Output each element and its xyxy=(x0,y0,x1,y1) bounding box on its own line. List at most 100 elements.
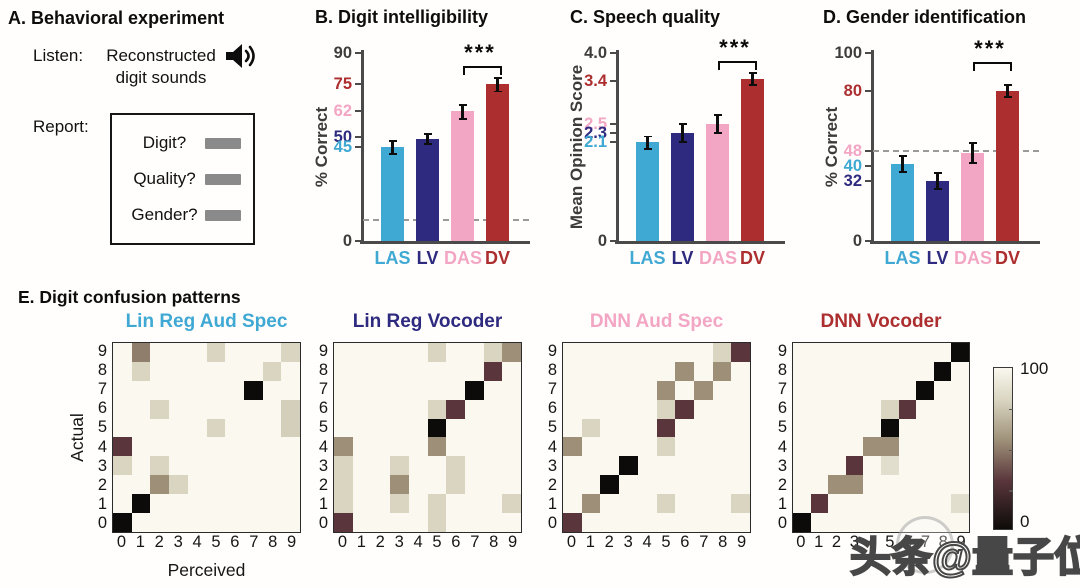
cell-a2-p4 xyxy=(638,475,657,494)
cell-a7-p3 xyxy=(846,381,864,400)
cell-a1-p5 xyxy=(656,494,676,514)
panel-c-title: C. Speech quality xyxy=(570,7,721,27)
y-tick-mark xyxy=(865,52,872,54)
row-tick-3: 3 xyxy=(97,456,107,475)
cell-a3-p5 xyxy=(657,456,676,475)
cell-a0-p1 xyxy=(811,513,829,532)
cell-a5-p6 xyxy=(225,419,244,438)
cell-a5-p5 xyxy=(427,418,447,438)
y-tick-mark xyxy=(355,52,362,54)
cell-a3-p4 xyxy=(638,456,657,475)
cell-a4-p6 xyxy=(446,437,465,456)
cell-a2-p5 xyxy=(428,475,447,494)
row-tick-0: 0 xyxy=(318,513,328,532)
cell-a9-p2 xyxy=(150,343,169,362)
x-category-label-DV: DV xyxy=(994,248,1020,268)
significance-bracket xyxy=(717,61,757,71)
cell-a6-p2 xyxy=(828,400,846,419)
cell-a4-p1 xyxy=(582,437,601,456)
cell-a3-p9 xyxy=(731,456,750,475)
row-tick-7: 7 xyxy=(547,380,557,399)
cell-a1-p7 xyxy=(465,494,484,513)
col-tick-4: 4 xyxy=(192,533,202,551)
cell-a6-p5 xyxy=(656,399,676,419)
cell-a1-p4 xyxy=(409,494,428,513)
error-cap-top xyxy=(1003,83,1012,86)
cell-a8-p8 xyxy=(933,361,952,381)
error-cap-bottom xyxy=(643,147,652,150)
y-tick-label: 48 xyxy=(843,141,862,160)
speech-quality-chart: 4.0 3.4 2.5 2.3 2.1 0 Mean Opinion Score LAS LV D… xyxy=(563,28,813,283)
cell-a7-p3 xyxy=(619,381,638,400)
cell-a7-p0 xyxy=(113,381,132,400)
cell-a8-p1 xyxy=(353,362,372,381)
cell-a0-p1 xyxy=(132,513,151,532)
response-blank-bar xyxy=(205,137,241,149)
cell-a9-p1 xyxy=(582,343,601,362)
cell-a2-p5 xyxy=(881,475,899,494)
cell-a9-p7 xyxy=(465,343,484,362)
cell-a7-p2 xyxy=(828,381,846,400)
cell-a0-p8 xyxy=(484,513,503,532)
cell-a8-p2 xyxy=(371,362,390,381)
cell-a9-p7 xyxy=(694,343,713,362)
cell-a7-p6 xyxy=(446,381,465,400)
cell-a1-p6 xyxy=(446,494,465,513)
cell-a6-p8 xyxy=(263,400,282,419)
cell-a6-p4 xyxy=(409,400,428,419)
cell-a1-p3 xyxy=(169,494,188,513)
cell-a4-p7 xyxy=(465,437,484,456)
cell-a4-p2 xyxy=(828,437,846,456)
error-cap-top xyxy=(678,123,687,126)
cell-a1-p6 xyxy=(675,494,694,513)
cell-a6-p9 xyxy=(951,400,969,419)
cell-a5-p8 xyxy=(934,419,952,438)
report-row-quality: Quality? xyxy=(124,169,241,189)
cell-a7-p6 xyxy=(675,381,694,400)
cell-a6-p9 xyxy=(731,400,750,419)
cell-a6-p6 xyxy=(675,399,694,419)
cell-a8-p6 xyxy=(899,362,917,381)
col-tick-4: 4 xyxy=(867,533,877,551)
x-category-label-LV: LV xyxy=(416,248,439,268)
col-tick-9: 9 xyxy=(287,533,297,551)
cell-a7-p8 xyxy=(263,381,282,400)
cell-a3-p8 xyxy=(713,456,732,475)
col-tick-3: 3 xyxy=(394,533,404,551)
cell-a7-p1 xyxy=(132,381,151,400)
col-tick-8: 8 xyxy=(489,533,499,551)
row-tick-1: 1 xyxy=(97,494,107,513)
error-cap-top xyxy=(968,142,977,145)
cell-a0-p8 xyxy=(713,513,732,532)
cell-a0-p4 xyxy=(188,513,207,532)
bar-DV xyxy=(486,84,509,241)
cell-a7-p9 xyxy=(281,381,300,400)
y-tick-label: 50 xyxy=(333,127,352,146)
error-cap-bottom xyxy=(968,162,977,164)
cell-a8-p4 xyxy=(188,362,207,381)
cell-a5-p1 xyxy=(581,418,601,438)
cell-a4-p1 xyxy=(811,437,829,456)
cell-a2-p8 xyxy=(484,475,503,494)
report-row-gender: Gender? xyxy=(124,205,241,225)
cell-a3-p7 xyxy=(916,456,934,475)
report-item-quality: Quality? xyxy=(133,169,196,188)
y-axis-title: % Correct xyxy=(820,53,844,241)
cell-a7-p7 xyxy=(693,380,713,400)
cell-a8-p7 xyxy=(465,362,484,381)
cell-a1-p4 xyxy=(863,494,881,513)
cell-a1-p5 xyxy=(207,494,226,513)
cell-a5-p4 xyxy=(863,419,881,438)
cell-a1-p8 xyxy=(263,494,282,513)
cell-a8-p6 xyxy=(675,361,694,381)
cell-a0-p3 xyxy=(390,513,409,532)
cell-a5-p4 xyxy=(638,419,657,438)
row-tick-5: 5 xyxy=(547,418,557,437)
row-tick-6: 6 xyxy=(318,399,328,418)
cell-a1-p9 xyxy=(502,494,521,514)
col-tick-8: 8 xyxy=(718,533,728,551)
cell-a5-p3 xyxy=(619,419,638,438)
